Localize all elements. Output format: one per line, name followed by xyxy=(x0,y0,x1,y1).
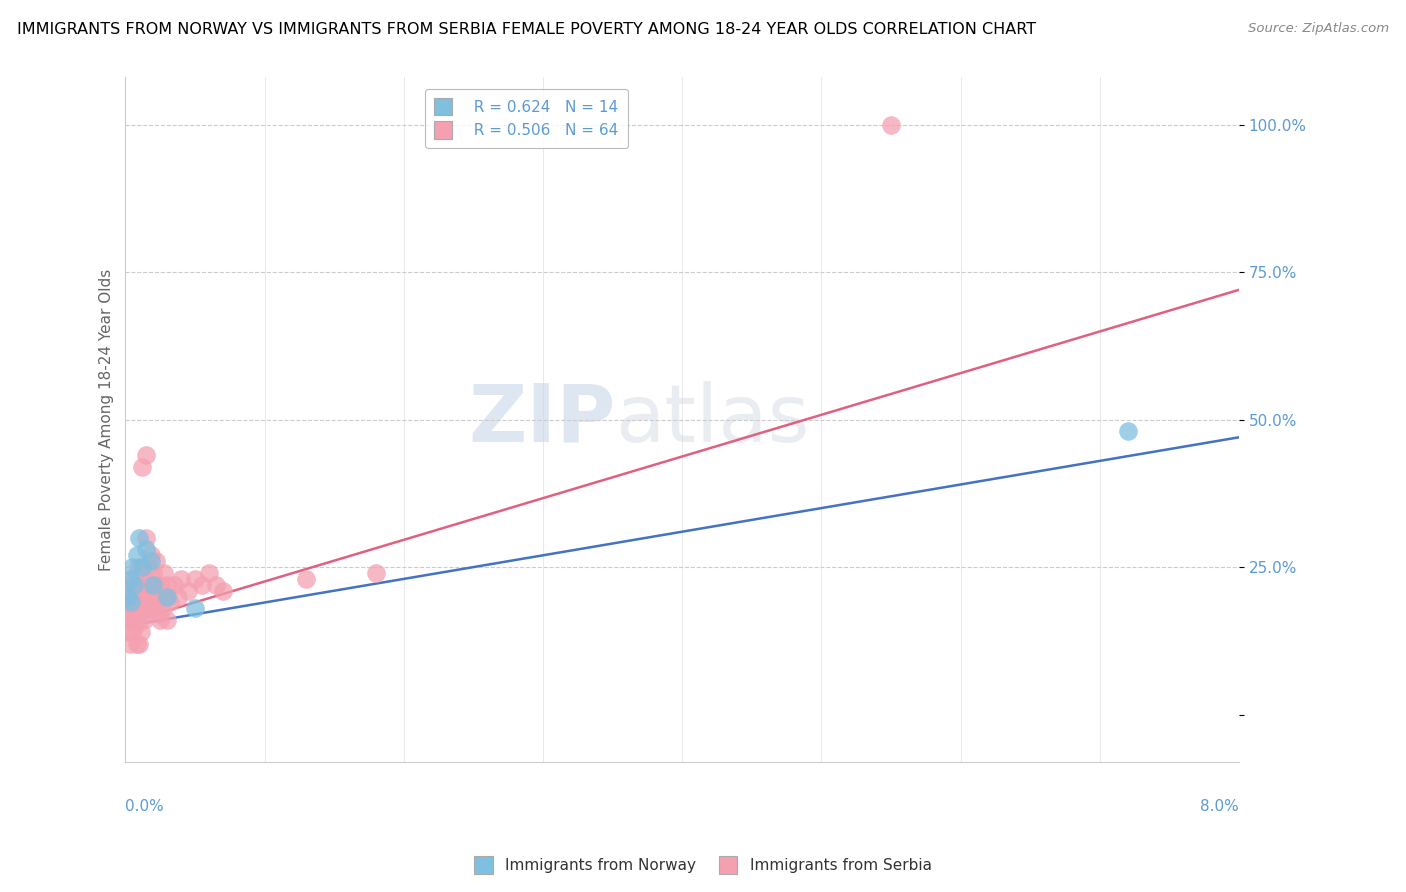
Point xyxy=(170,572,193,586)
Point xyxy=(128,637,150,651)
Point xyxy=(139,554,162,568)
Point xyxy=(120,578,142,592)
Point xyxy=(156,590,179,604)
Point xyxy=(155,590,177,604)
Point xyxy=(122,572,145,586)
Point xyxy=(149,578,172,592)
Point xyxy=(191,578,214,592)
Point xyxy=(138,590,160,604)
Point xyxy=(184,601,207,615)
Legend: Immigrants from Norway, Immigrants from Serbia: Immigrants from Norway, Immigrants from … xyxy=(468,850,938,880)
Text: ZIP: ZIP xyxy=(468,381,616,458)
Point xyxy=(139,549,162,563)
Text: 0.0%: 0.0% xyxy=(125,799,165,814)
Point xyxy=(142,601,165,615)
Text: 8.0%: 8.0% xyxy=(1201,799,1239,814)
Point xyxy=(139,578,162,592)
Point xyxy=(145,554,167,568)
Point xyxy=(142,578,165,592)
Point xyxy=(131,560,153,574)
Point xyxy=(141,601,163,615)
Point xyxy=(121,560,143,574)
Point xyxy=(205,578,228,592)
Point xyxy=(212,583,235,598)
Point xyxy=(184,572,207,586)
Point xyxy=(117,590,139,604)
Point xyxy=(128,531,150,545)
Point xyxy=(122,578,145,592)
Point xyxy=(135,542,157,557)
Point xyxy=(152,601,174,615)
Text: atlas: atlas xyxy=(616,381,810,458)
Point xyxy=(143,578,166,592)
Point xyxy=(129,625,152,640)
Point xyxy=(148,607,170,622)
Point xyxy=(121,595,143,609)
Point xyxy=(159,595,181,609)
Point xyxy=(118,572,141,586)
Point xyxy=(129,590,152,604)
Legend:   R = 0.624   N = 14,   R = 0.506   N = 64: R = 0.624 N = 14, R = 0.506 N = 64 xyxy=(425,88,628,148)
Point xyxy=(128,578,150,592)
Point xyxy=(117,625,139,640)
Point xyxy=(128,613,150,627)
Point xyxy=(198,566,221,580)
Point xyxy=(122,607,145,622)
Point xyxy=(136,560,159,574)
Point xyxy=(127,560,149,574)
Point xyxy=(364,566,387,580)
Point xyxy=(134,595,156,609)
Point xyxy=(135,531,157,545)
Point xyxy=(118,601,141,615)
Point xyxy=(132,578,155,592)
Point xyxy=(124,583,146,598)
Point xyxy=(156,578,179,592)
Point xyxy=(153,566,176,580)
Point xyxy=(295,572,318,586)
Point xyxy=(125,549,148,563)
Point xyxy=(124,619,146,633)
Point xyxy=(163,578,186,592)
Point xyxy=(150,590,173,604)
Point xyxy=(167,590,190,604)
Point xyxy=(156,613,179,627)
Point xyxy=(142,566,165,580)
Point xyxy=(118,637,141,651)
Point xyxy=(125,637,148,651)
Point xyxy=(880,118,903,132)
Point xyxy=(1116,425,1139,439)
Point xyxy=(149,613,172,627)
Y-axis label: Female Poverty Among 18-24 Year Olds: Female Poverty Among 18-24 Year Olds xyxy=(100,268,114,571)
Point xyxy=(131,459,153,474)
Point xyxy=(135,572,157,586)
Point xyxy=(115,607,138,622)
Point xyxy=(120,613,142,627)
Point xyxy=(125,601,148,615)
Point xyxy=(127,590,149,604)
Point xyxy=(135,607,157,622)
Point xyxy=(131,601,153,615)
Point xyxy=(120,595,142,609)
Point xyxy=(146,590,169,604)
Point xyxy=(121,625,143,640)
Point xyxy=(135,448,157,462)
Point xyxy=(131,560,153,574)
Point xyxy=(177,583,200,598)
Point xyxy=(132,613,155,627)
Text: IMMIGRANTS FROM NORWAY VS IMMIGRANTS FROM SERBIA FEMALE POVERTY AMONG 18-24 YEAR: IMMIGRANTS FROM NORWAY VS IMMIGRANTS FRO… xyxy=(17,22,1036,37)
Text: Source: ZipAtlas.com: Source: ZipAtlas.com xyxy=(1249,22,1389,36)
Point xyxy=(117,590,139,604)
